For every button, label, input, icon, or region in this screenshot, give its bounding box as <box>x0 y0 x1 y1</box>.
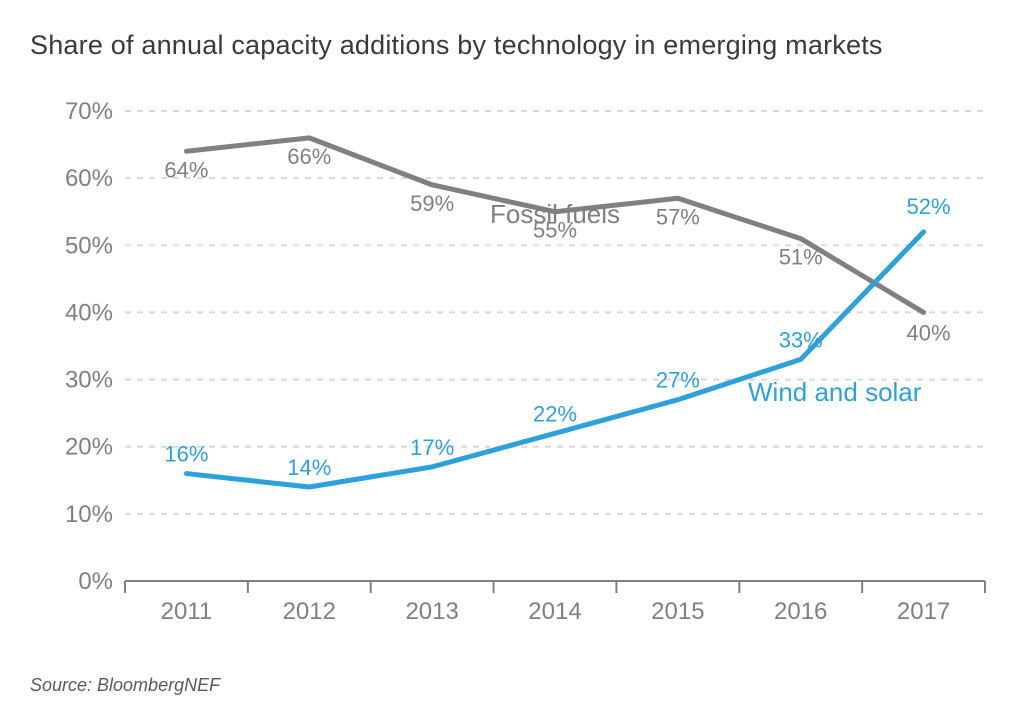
chart-area: 0% 10% 20% 30% 40% 50% 60% 70% 2011 2012 2013 2014 2… <box>30 101 990 661</box>
point-label: 22% <box>533 401 577 426</box>
y-tick-label: 40% <box>65 299 113 326</box>
point-label: 17% <box>410 435 454 460</box>
y-tick-label: 10% <box>65 501 113 528</box>
x-tick-label: 2012 <box>283 598 336 625</box>
point-label: 14% <box>287 455 331 480</box>
x-tick-label: 2017 <box>897 598 950 625</box>
chart-title: Share of annual capacity additions by te… <box>30 30 1004 61</box>
point-label: 16% <box>164 442 208 467</box>
y-tick-label: 20% <box>65 434 113 461</box>
y-tick-label: 50% <box>65 232 113 259</box>
y-tick-label: 30% <box>65 367 113 394</box>
x-tick-label: 2016 <box>774 598 827 625</box>
point-label: 59% <box>410 191 454 216</box>
y-tick-label: 0% <box>78 568 113 595</box>
point-label: 27% <box>656 368 700 393</box>
x-tick-label: 2015 <box>651 598 704 625</box>
y-tick-label: 70% <box>65 101 113 125</box>
series-label: Fossil fuels <box>490 199 620 229</box>
line-chart: 0% 10% 20% 30% 40% 50% 60% 70% 2011 2012 2013 2014 2… <box>30 101 990 641</box>
point-label: 40% <box>907 320 951 345</box>
x-tick-label: 2011 <box>161 598 213 625</box>
series-label: Wind and solar <box>748 377 922 407</box>
point-label: 66% <box>287 144 331 169</box>
source-caption: Source: BloombergNEF <box>30 675 1004 696</box>
x-tick-label: 2014 <box>528 598 581 625</box>
point-label: 51% <box>779 245 823 270</box>
x-tick-label: 2013 <box>405 598 458 625</box>
series-wind-and-solar <box>186 232 923 487</box>
point-label: 57% <box>656 204 700 229</box>
point-label: 33% <box>779 327 823 352</box>
point-label: 64% <box>164 157 208 182</box>
point-label: 52% <box>907 194 951 219</box>
y-tick-label: 60% <box>65 165 113 192</box>
